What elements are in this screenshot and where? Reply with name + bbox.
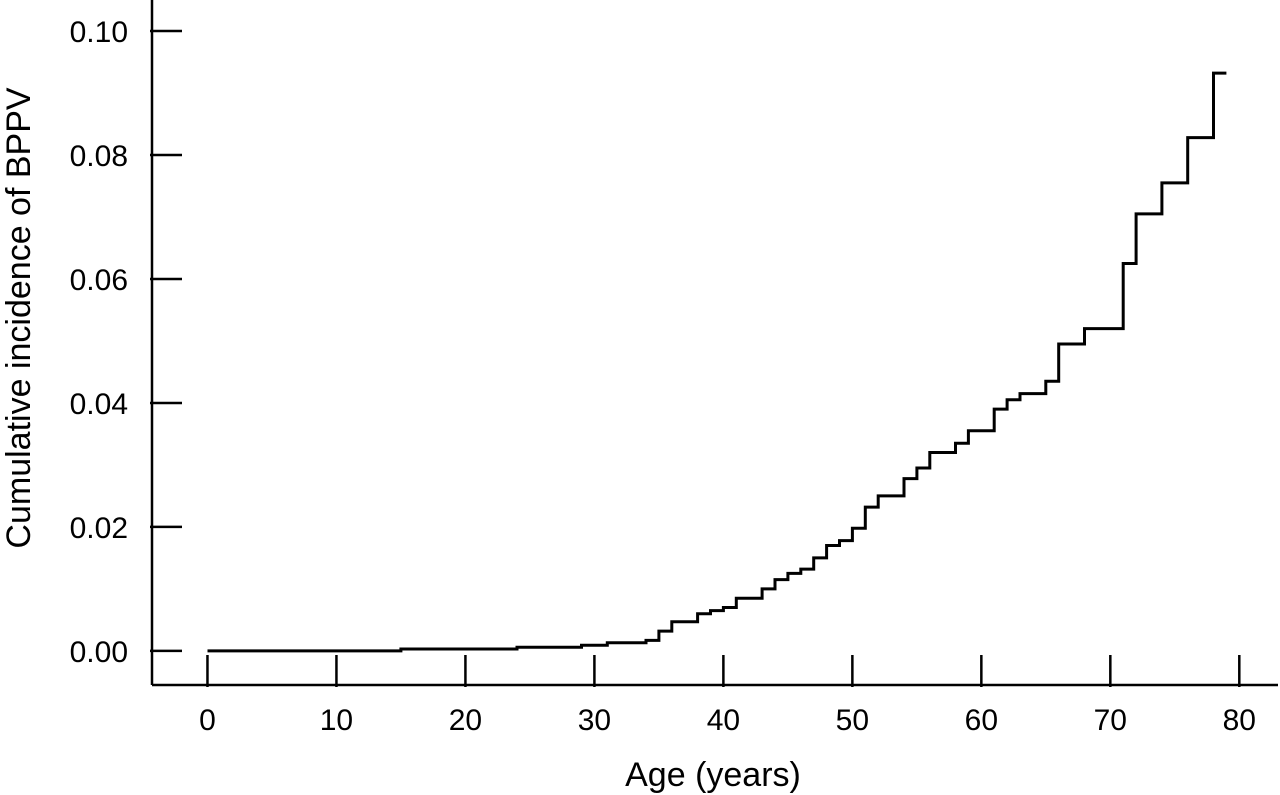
y-axis: 0.00 0.02 0.04 0.06 0.08 0.10 bbox=[70, 0, 182, 685]
y-tick-label: 0.02 bbox=[70, 512, 128, 545]
y-axis-title: Cumulative incidence of BPPV bbox=[0, 87, 38, 548]
y-tick-label: 0.00 bbox=[70, 636, 128, 669]
x-tick-label: 0 bbox=[199, 704, 216, 737]
x-tick-label: 50 bbox=[836, 704, 869, 737]
x-tick-label: 40 bbox=[707, 704, 740, 737]
y-tick-label: 0.04 bbox=[70, 388, 128, 421]
x-tick-label: 30 bbox=[578, 704, 611, 737]
cumulative-incidence-step-line bbox=[207, 71, 1227, 653]
x-axis-title: Age (years) bbox=[625, 756, 801, 794]
x-tick-label: 70 bbox=[1094, 704, 1127, 737]
y-tick-label: 0.08 bbox=[70, 140, 128, 173]
y-tick-label: 0.10 bbox=[70, 16, 128, 49]
x-axis: 0 10 20 30 40 50 60 70 80 bbox=[152, 655, 1278, 737]
x-tick-label: 80 bbox=[1223, 704, 1256, 737]
x-tick-label: 10 bbox=[320, 704, 353, 737]
plot-area bbox=[207, 71, 1227, 653]
x-tick-label: 20 bbox=[449, 704, 482, 737]
x-tick-label: 60 bbox=[965, 704, 998, 737]
y-tick-label: 0.06 bbox=[70, 264, 128, 297]
